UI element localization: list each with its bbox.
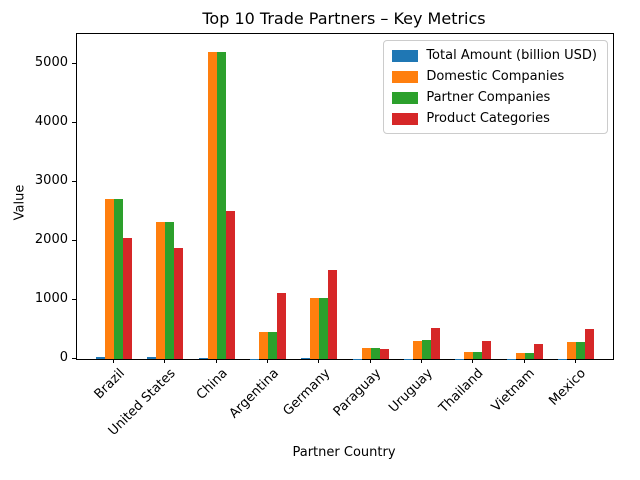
bar-product-categories	[482, 341, 492, 359]
bar-domestic-companies	[515, 352, 525, 359]
bar-domestic-companies	[310, 298, 320, 359]
bar-product-categories	[174, 247, 184, 359]
bar-domestic-companies	[156, 221, 166, 359]
legend: Total Amount (billion USD) Domestic Compa…	[383, 40, 608, 134]
bar-product-categories	[328, 270, 338, 359]
legend-label: Product Categories	[426, 111, 550, 126]
legend-entry: Domestic Companies	[392, 69, 597, 84]
bar-product-categories	[584, 329, 594, 359]
y-tick-mark	[72, 239, 76, 241]
y-tick-label: 2000	[34, 231, 68, 247]
x-tick-mark	[523, 359, 525, 363]
bar-product-categories	[277, 293, 287, 359]
bar-total-amount-billion-usd	[96, 357, 106, 359]
x-tick-mark	[318, 359, 320, 363]
legend-label: Partner Companies	[426, 90, 551, 105]
legend-swatch-icon	[392, 112, 419, 125]
x-tick-mark	[574, 359, 576, 363]
y-tick-mark	[72, 62, 76, 64]
legend-entry: Partner Companies	[392, 90, 597, 105]
x-tick-mark	[369, 359, 371, 363]
x-tick-mark	[267, 359, 269, 363]
bar-domestic-companies	[207, 51, 217, 359]
x-tick-mark	[113, 359, 115, 363]
x-tick-label: Thailand	[436, 366, 487, 417]
y-tick-mark	[72, 180, 76, 182]
legend-label: Total Amount (billion USD)	[426, 48, 597, 63]
bar-partner-companies	[421, 340, 431, 359]
bar-partner-companies	[473, 352, 483, 359]
bar-product-categories	[123, 237, 133, 359]
y-tick-label: 4000	[34, 113, 68, 129]
legend-entry: Total Amount (billion USD)	[392, 48, 597, 63]
bar-partner-companies	[165, 221, 175, 359]
x-tick-label: Paraguay	[330, 366, 385, 420]
legend-entry: Product Categories	[392, 111, 597, 126]
x-tick-label: Uruguay	[385, 366, 436, 416]
x-tick-label: Vietnam	[489, 366, 539, 415]
legend-swatch-icon	[392, 91, 419, 104]
y-tick-label: 1000	[34, 290, 68, 306]
x-tick-mark	[215, 359, 217, 363]
y-tick-label: 0	[59, 350, 68, 365]
y-tick-mark	[72, 358, 76, 359]
bar-partner-companies	[114, 199, 124, 359]
bar-domestic-companies	[412, 340, 422, 359]
bar-domestic-companies	[464, 352, 474, 359]
bar-partner-companies	[216, 51, 226, 359]
x-axis-label: Partner Country	[292, 445, 396, 460]
x-tick-label: Brazil	[91, 366, 128, 403]
bar-partner-companies	[268, 332, 278, 359]
bar-total-amount-billion-usd	[147, 357, 157, 359]
y-tick-mark	[72, 298, 76, 300]
bar-domestic-companies	[259, 332, 269, 359]
bar-total-amount-billion-usd	[198, 358, 208, 359]
bar-total-amount-billion-usd	[301, 358, 311, 359]
bar-partner-companies	[370, 347, 380, 359]
legend-swatch-icon	[392, 49, 419, 62]
bar-partner-companies	[575, 341, 585, 359]
x-tick-label: China	[193, 366, 231, 403]
x-tick-mark	[420, 359, 422, 363]
x-tick-mark	[472, 359, 474, 363]
bar-domestic-companies	[361, 347, 371, 359]
x-tick-mark	[164, 359, 166, 363]
bar-domestic-companies	[566, 342, 576, 359]
x-tick-label: Argentina	[226, 366, 282, 422]
x-tick-label: Germany	[280, 366, 333, 419]
y-axis-label: Value	[12, 184, 28, 221]
bar-product-categories	[379, 348, 389, 359]
bar-product-categories	[225, 211, 235, 359]
x-tick-label: Mexico	[546, 366, 590, 409]
bar-product-categories	[430, 327, 440, 359]
chart-title: Top 10 Trade Partners – Key Metrics	[202, 9, 486, 28]
plot-area: Total Amount (billion USD) Domestic Compa…	[76, 33, 614, 360]
bar-product-categories	[533, 343, 543, 359]
bar-domestic-companies	[105, 199, 115, 359]
bar-partner-companies	[319, 297, 329, 359]
legend-label: Domestic Companies	[426, 69, 565, 84]
bar-partner-companies	[524, 352, 534, 359]
y-tick-label: 5000	[34, 54, 68, 70]
legend-swatch-icon	[392, 70, 419, 83]
y-tick-mark	[72, 121, 76, 123]
y-tick-label: 3000	[34, 172, 68, 188]
